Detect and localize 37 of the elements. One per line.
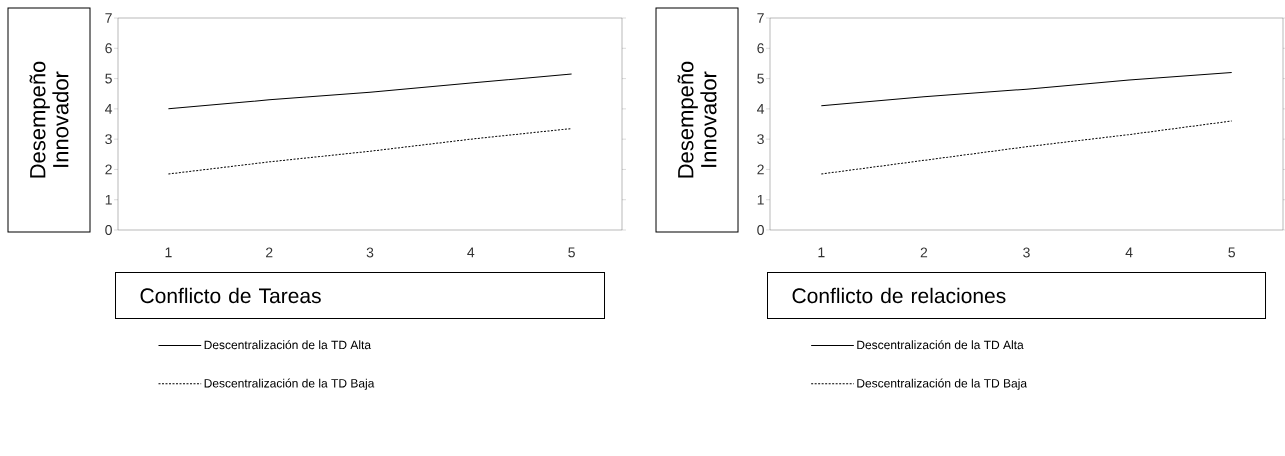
x-tick-label: 2 (266, 247, 273, 258)
x-tick-label: 5 (1228, 247, 1236, 258)
x-tick-label: 5 (568, 247, 575, 258)
y-tick-label: 5 (105, 73, 112, 84)
y-axis-title: Desempeño Innovador (29, 61, 69, 178)
y-tick-label: 4 (105, 104, 113, 114)
y-tick-label: 5 (757, 73, 764, 84)
y-tick-label: 1 (757, 194, 764, 205)
x-tick-label: 3 (366, 247, 374, 258)
y-axis-title: Desempeño Innovador (677, 61, 717, 178)
y-tick-label: 2 (105, 164, 112, 175)
x-tick-label: 1 (165, 247, 172, 258)
legend-label: Descentralización de la TD Baja (204, 378, 375, 390)
x-tick-label: 4 (1125, 247, 1133, 258)
y-tick-label: 6 (105, 43, 112, 54)
y-tick-label: 7 (105, 13, 112, 23)
y-tick-label: 3 (757, 134, 764, 145)
y-tick-label: 2 (757, 164, 764, 175)
x-tick-label: 3 (1023, 247, 1030, 258)
y-tick-label: 3 (105, 134, 112, 145)
y-tick-label: 7 (757, 13, 764, 23)
line-series (167, 73, 573, 110)
line-series (820, 72, 1233, 107)
x-tick-label: 4 (467, 247, 475, 258)
x-axis-title: Conflicto de relaciones (792, 287, 1006, 304)
y-tick-label: 4 (757, 104, 765, 114)
legend-label: Descentralización de la TD Alta (204, 340, 372, 350)
x-axis-title: Conflicto de Tareas (140, 287, 321, 304)
y-tick-label: 0 (757, 225, 764, 235)
y-tick-label: 0 (105, 225, 112, 235)
legend-label: Descentralización de la TD Alta (857, 340, 1024, 350)
legend-label: Descentralización de la TD Baja (857, 378, 1028, 390)
y-tick-label: 6 (757, 43, 764, 54)
x-tick-label: 1 (818, 247, 825, 258)
line-series (167, 128, 573, 175)
y-tick-label: 1 (105, 194, 112, 205)
x-tick-label: 2 (920, 247, 928, 258)
